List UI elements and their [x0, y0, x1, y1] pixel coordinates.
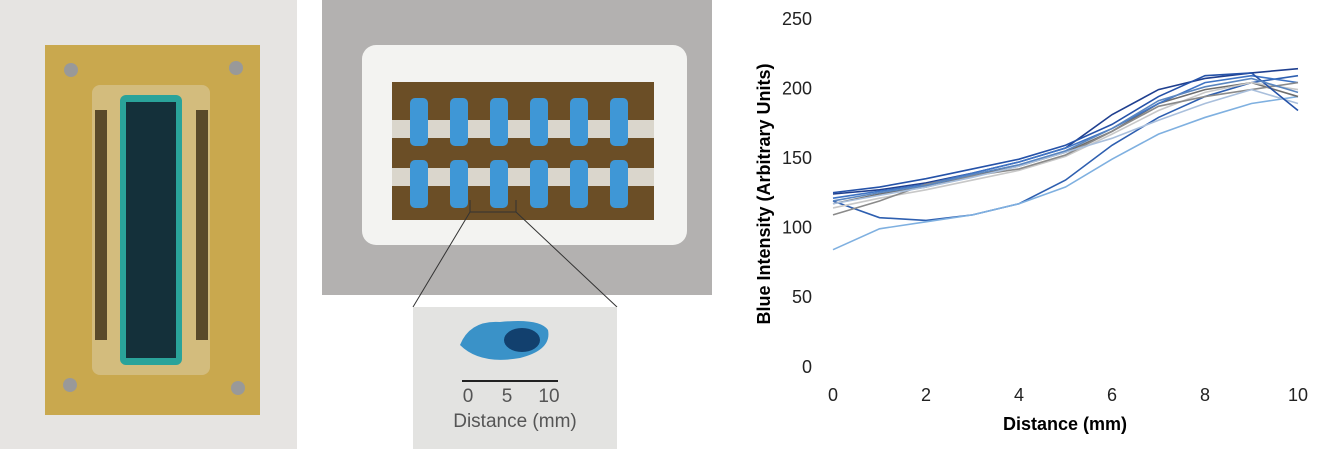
page: {"photo_inset": {"scale_ticks": ["0", "5… — [0, 0, 1324, 449]
x-tick-label: 4 — [1014, 385, 1024, 405]
x-tick-label: 2 — [921, 385, 931, 405]
x-tick-label: 0 — [828, 385, 838, 405]
x-tick-label: 6 — [1107, 385, 1117, 405]
scale-tick: 0 — [463, 386, 474, 407]
y-tick-label: 250 — [782, 9, 812, 29]
series-line — [833, 73, 1298, 193]
device-photo — [0, 0, 297, 449]
x-tick-label: 8 — [1200, 385, 1210, 405]
y-tick-label: 50 — [792, 287, 812, 307]
y-tick-label: 150 — [782, 148, 812, 168]
chart: Distance (mm) Blue Intensity (Arbitrary … — [754, 9, 1308, 434]
x-tick-label: 10 — [1288, 385, 1308, 405]
figure: 0 5 10 Distance (mm) Distance (mm) Blue … — [0, 0, 1324, 449]
y-tick-label: 0 — [802, 357, 812, 377]
x-axis-label: Distance (mm) — [1003, 414, 1127, 434]
y-tick-label: 100 — [782, 218, 812, 238]
scale-tick: 5 — [502, 386, 513, 407]
scale-label: Distance (mm) — [453, 411, 577, 432]
y-axis-label: Blue Intensity (Arbitrary Units) — [754, 63, 774, 324]
series-line — [833, 97, 1298, 250]
scale-tick: 10 — [538, 386, 559, 407]
y-tick-label: 200 — [782, 78, 812, 98]
chamber-photo — [322, 0, 712, 295]
